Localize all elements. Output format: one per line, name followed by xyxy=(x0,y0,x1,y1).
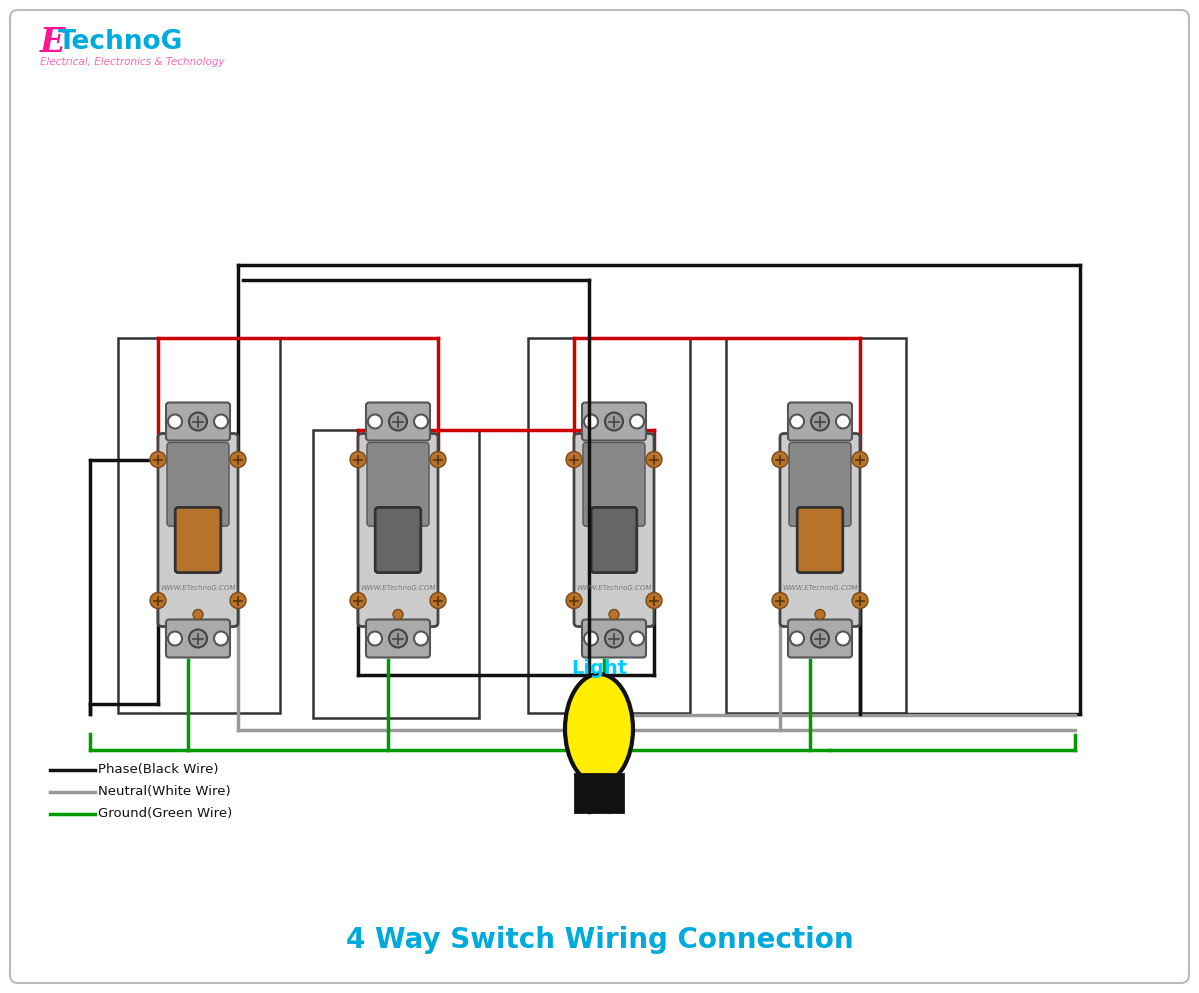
Circle shape xyxy=(605,412,623,431)
Text: WWW.ETechnoG.COM: WWW.ETechnoG.COM xyxy=(361,585,435,591)
Circle shape xyxy=(368,632,382,645)
Circle shape xyxy=(790,414,805,429)
FancyBboxPatch shape xyxy=(375,507,421,573)
Circle shape xyxy=(150,593,165,609)
FancyBboxPatch shape xyxy=(574,434,653,627)
Circle shape xyxy=(168,414,182,429)
Circle shape xyxy=(609,610,619,620)
Circle shape xyxy=(150,452,165,468)
Text: 4 Way Switch Wiring Connection: 4 Way Switch Wiring Connection xyxy=(347,926,854,954)
Text: Electrical, Electronics & Technology: Electrical, Electronics & Technology xyxy=(40,57,224,67)
FancyBboxPatch shape xyxy=(781,434,860,627)
Circle shape xyxy=(213,414,228,429)
FancyBboxPatch shape xyxy=(165,620,230,657)
Bar xyxy=(118,338,281,713)
Bar xyxy=(727,338,906,713)
Circle shape xyxy=(646,593,662,609)
Circle shape xyxy=(772,452,788,468)
Text: WWW.ETechnoG.COM: WWW.ETechnoG.COM xyxy=(161,585,236,591)
Circle shape xyxy=(168,632,182,645)
Circle shape xyxy=(811,412,829,431)
Text: Phase(Black Wire): Phase(Black Wire) xyxy=(98,764,218,777)
Ellipse shape xyxy=(565,674,633,784)
Circle shape xyxy=(430,452,446,468)
FancyBboxPatch shape xyxy=(582,620,646,657)
Circle shape xyxy=(811,630,829,647)
FancyBboxPatch shape xyxy=(158,434,237,627)
Circle shape xyxy=(815,610,825,620)
Circle shape xyxy=(852,452,868,468)
Circle shape xyxy=(584,414,598,429)
Circle shape xyxy=(368,414,382,429)
Circle shape xyxy=(393,610,403,620)
Circle shape xyxy=(566,593,582,609)
Bar xyxy=(576,774,623,812)
FancyBboxPatch shape xyxy=(359,434,438,627)
Circle shape xyxy=(230,452,246,468)
FancyBboxPatch shape xyxy=(797,507,843,573)
FancyBboxPatch shape xyxy=(366,620,430,657)
Circle shape xyxy=(566,452,582,468)
Circle shape xyxy=(629,414,644,429)
Circle shape xyxy=(414,414,428,429)
Circle shape xyxy=(605,630,623,647)
Text: Neutral(White Wire): Neutral(White Wire) xyxy=(98,785,230,798)
FancyBboxPatch shape xyxy=(165,402,230,441)
Circle shape xyxy=(189,412,207,431)
Circle shape xyxy=(772,593,788,609)
Text: Light: Light xyxy=(571,659,627,678)
FancyBboxPatch shape xyxy=(367,443,429,526)
Circle shape xyxy=(629,632,644,645)
FancyBboxPatch shape xyxy=(788,620,852,657)
FancyBboxPatch shape xyxy=(788,402,852,441)
Bar xyxy=(313,430,478,718)
Circle shape xyxy=(852,593,868,609)
FancyBboxPatch shape xyxy=(366,402,430,441)
FancyBboxPatch shape xyxy=(10,10,1189,983)
Circle shape xyxy=(414,632,428,645)
Circle shape xyxy=(230,593,246,609)
Circle shape xyxy=(836,632,850,645)
Circle shape xyxy=(388,412,406,431)
FancyBboxPatch shape xyxy=(175,507,221,573)
Bar xyxy=(528,338,689,713)
Circle shape xyxy=(646,452,662,468)
FancyBboxPatch shape xyxy=(583,443,645,526)
Text: WWW.ETechnoG.COM: WWW.ETechnoG.COM xyxy=(782,585,857,591)
Circle shape xyxy=(213,632,228,645)
Circle shape xyxy=(350,452,366,468)
FancyBboxPatch shape xyxy=(167,443,229,526)
FancyBboxPatch shape xyxy=(591,507,637,573)
Text: Ground(Green Wire): Ground(Green Wire) xyxy=(98,807,233,820)
Text: E: E xyxy=(40,26,66,59)
Circle shape xyxy=(193,610,203,620)
FancyBboxPatch shape xyxy=(789,443,851,526)
Text: TechnoG: TechnoG xyxy=(58,29,183,55)
Circle shape xyxy=(836,414,850,429)
Circle shape xyxy=(584,632,598,645)
Circle shape xyxy=(388,630,406,647)
Circle shape xyxy=(790,632,805,645)
Circle shape xyxy=(430,593,446,609)
Text: WWW.ETechnoG.COM: WWW.ETechnoG.COM xyxy=(577,585,652,591)
Circle shape xyxy=(189,630,207,647)
FancyBboxPatch shape xyxy=(582,402,646,441)
Circle shape xyxy=(350,593,366,609)
